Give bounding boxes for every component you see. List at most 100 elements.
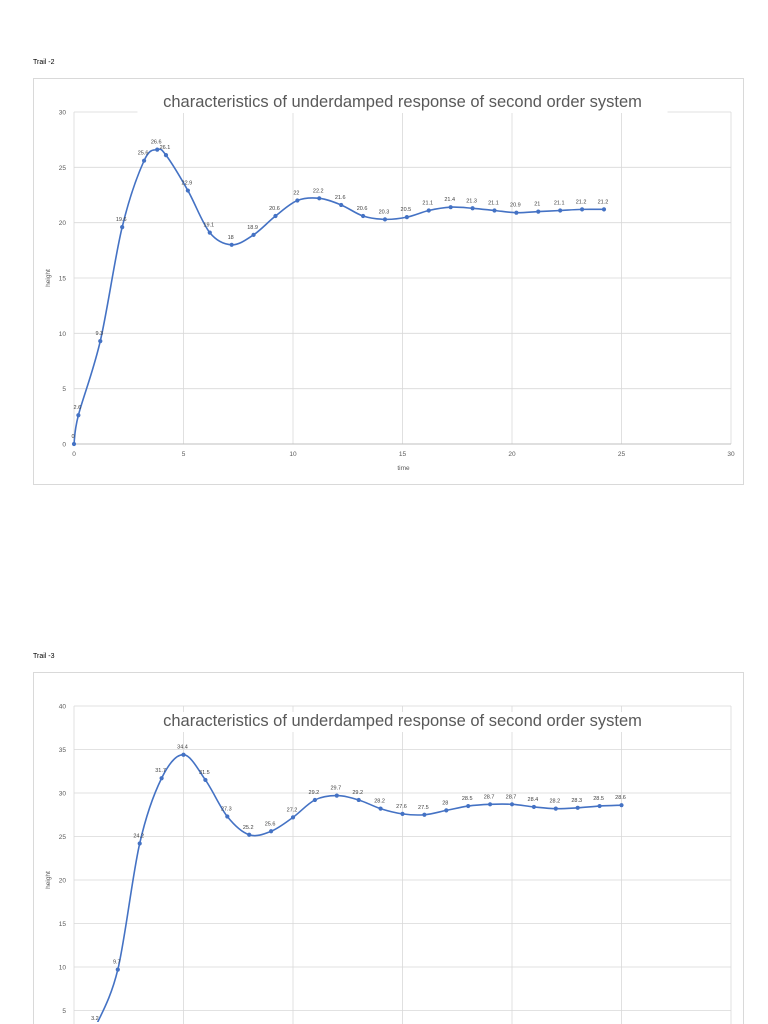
data-point (317, 196, 322, 201)
data-label: 24.2 (133, 833, 144, 839)
data-point (536, 209, 541, 214)
data-point (470, 206, 475, 211)
y-axis-label: height (45, 871, 52, 889)
x-tick-label: 5 (182, 451, 186, 458)
data-label: 29.2 (352, 790, 363, 796)
data-point (378, 806, 383, 811)
data-label: 21.6 (335, 195, 346, 201)
data-label: 9.7 (113, 960, 121, 966)
data-point (269, 829, 274, 834)
data-label: 21.4 (444, 197, 455, 203)
data-point (488, 802, 493, 807)
data-label: 31.5 (199, 770, 210, 776)
data-point (76, 413, 81, 418)
data-label: 28.7 (506, 794, 517, 800)
data-point (181, 752, 186, 757)
data-label: 34.4 (177, 745, 188, 751)
data-label: 20.6 (357, 206, 368, 212)
data-point (334, 793, 339, 798)
data-point (509, 802, 515, 807)
data-point (426, 208, 431, 213)
data-point (137, 841, 142, 846)
y-axis-label: height (45, 269, 52, 287)
y-tick-label: 5 (62, 1008, 66, 1015)
data-point (404, 215, 409, 220)
y-tick-label: 5 (62, 386, 66, 393)
data-point (115, 967, 120, 972)
series-group: 0 2.6 9.3 19.6 25.626.626.1 22.9 19.1 18 18.9 20.… (71, 140, 608, 447)
data-label: 0 (71, 434, 74, 440)
data-label: 29.7 (330, 786, 341, 792)
data-label: 27.5 (418, 805, 429, 811)
y-tick-label: 35 (59, 747, 67, 754)
y-tick-label: 10 (59, 331, 67, 338)
data-label: 28.3 (571, 798, 582, 804)
x-axis-label: time (397, 465, 410, 472)
data-point (553, 806, 558, 811)
data-point (120, 224, 125, 230)
y-tick-label: 25 (59, 165, 67, 172)
data-label: 22.2 (313, 188, 324, 194)
x-tick-label: 30 (727, 451, 735, 458)
data-label: 31.7 (155, 768, 166, 774)
data-point (312, 797, 317, 803)
data-point (247, 832, 252, 837)
y-tick-label: 20 (59, 220, 67, 227)
data-point (185, 188, 190, 193)
x-tick-label: 15 (399, 451, 407, 458)
y-tick-label: 30 (59, 791, 67, 798)
x-tick-label: 0 (72, 451, 76, 458)
chart-title: characteristics of underdamped response … (163, 93, 642, 111)
title-backdrop (137, 712, 668, 732)
y-tick-label: 40 (59, 704, 67, 711)
data-point (558, 208, 563, 213)
data-point (159, 776, 164, 781)
data-point (207, 230, 212, 235)
data-label: 22 (293, 191, 299, 197)
data-point (575, 805, 580, 810)
data-label: 21.1 (554, 200, 565, 206)
data-label: 9.3 (95, 331, 103, 337)
data-label: 21.3 (466, 198, 477, 204)
y-tick-label: 25 (59, 834, 67, 841)
data-point (203, 777, 208, 783)
data-label: 27.2 (287, 807, 298, 813)
data-label: 20.6 (269, 206, 280, 212)
data-label: 18 (228, 235, 234, 241)
data-label: 21.2 (576, 199, 587, 205)
data-point (98, 338, 103, 344)
data-label: 25.6 (265, 821, 276, 827)
y-tick-label: 10 (59, 965, 67, 972)
y-tick-label: 30 (59, 110, 67, 117)
data-label: 20.3 (379, 209, 390, 215)
data-point (382, 217, 388, 222)
data-point (597, 803, 602, 809)
data-label: 18.9 (247, 225, 258, 231)
data-point (225, 814, 230, 819)
data-label: 22.9 (182, 181, 193, 187)
series-line (73, 148, 604, 445)
data-label: 26.1 (160, 145, 171, 151)
data-label: 25.2 (243, 825, 254, 831)
data-label: 19.6 (116, 217, 127, 223)
data-label: 27.6 (396, 804, 407, 810)
data-point (531, 804, 537, 810)
data-point (579, 207, 585, 212)
data-label: 28.5 (593, 796, 604, 802)
y-tick-label: 15 (59, 276, 67, 283)
data-point (141, 158, 147, 163)
chart-3-group: characteristics of underdamped response … (45, 704, 732, 1024)
trail-2-label: Trail -2 (33, 59, 55, 66)
data-point (360, 213, 366, 219)
data-point (400, 811, 405, 816)
data-label: 26.6 (151, 140, 162, 146)
data-label: 28.6 (615, 795, 626, 801)
data-point (514, 210, 519, 215)
data-label: 2.6 (74, 405, 82, 411)
trail-3-label: Trail -3 (33, 653, 55, 660)
data-label: 19.1 (203, 223, 214, 229)
data-label: 29.2 (309, 790, 320, 796)
data-point (71, 441, 77, 447)
data-label: 28.7 (484, 794, 495, 800)
